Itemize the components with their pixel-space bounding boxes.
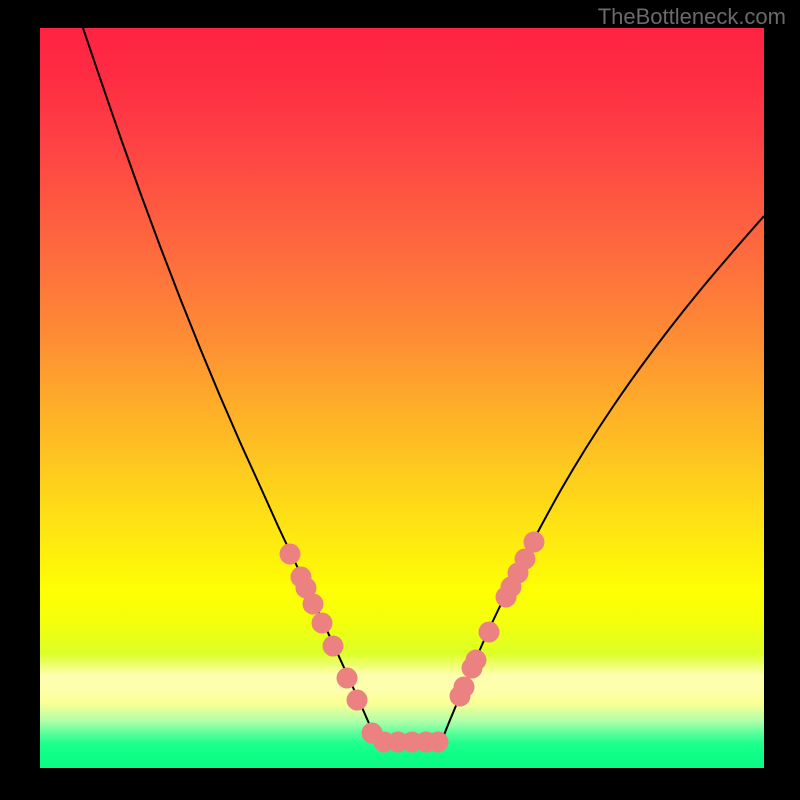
data-point-flat — [428, 732, 449, 753]
data-point-left — [303, 594, 324, 615]
data-point-left — [280, 544, 301, 565]
dots-layer — [40, 28, 764, 768]
plot-area — [40, 28, 764, 768]
data-point-left — [323, 636, 344, 657]
data-point-left — [312, 613, 333, 634]
data-point-right — [466, 650, 487, 671]
data-point-right — [454, 677, 475, 698]
data-point-left — [347, 690, 368, 711]
data-point-right — [524, 532, 545, 553]
data-point-right — [479, 622, 500, 643]
data-point-left — [337, 668, 358, 689]
watermark-text: TheBottleneck.com — [598, 4, 786, 30]
